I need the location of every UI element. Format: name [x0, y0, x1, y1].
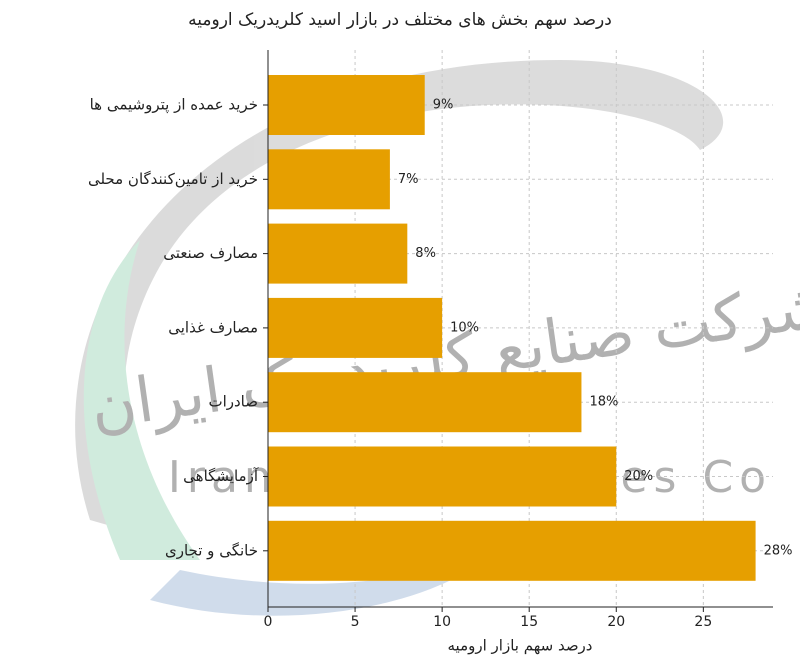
- plot: 0 5 10 15 20 25 خرید عمده از پتروشیمی ها 9% خرید…: [88, 50, 793, 630]
- bar: [268, 75, 425, 135]
- bar: [268, 149, 390, 210]
- x-tick-label: 25: [694, 614, 712, 630]
- x-axis-label: درصد سهم بازار ارومیه: [448, 637, 593, 655]
- value-label: 20%: [624, 469, 653, 484]
- y-tick-label: مصارف غذایی: [168, 318, 258, 336]
- value-label: 18%: [589, 395, 618, 410]
- y-tick-label: صادرات: [208, 393, 258, 411]
- bar: [268, 297, 443, 358]
- bar: [268, 223, 408, 284]
- watermark-arc: [75, 60, 724, 540]
- bar: [268, 372, 582, 433]
- watermark-arc-green: [83, 240, 200, 560]
- chart-title: درصد سهم بخش های مختلف در بازار اسید کلر…: [188, 10, 612, 30]
- value-label: 8%: [415, 246, 436, 261]
- y-tick-label: خانگی و تجاری: [165, 541, 258, 559]
- y-tick-label: خرید از تامین‌کنندگان محلی: [88, 170, 258, 188]
- x-tick-label: 20: [607, 614, 625, 630]
- y-tick-label: مصارف صنعتی: [163, 244, 258, 262]
- value-label: 7%: [398, 172, 419, 187]
- x-tick-label: 0: [264, 614, 273, 630]
- bar: [268, 520, 756, 581]
- x-tick-label: 15: [520, 614, 538, 630]
- watermark-arc-blue: [150, 520, 520, 616]
- y-tick-label: آزمایشگاهی: [183, 467, 259, 485]
- value-label: 10%: [450, 320, 479, 335]
- bar: [268, 446, 617, 507]
- value-label: 28%: [764, 543, 793, 558]
- x-tick-label: 5: [351, 614, 360, 630]
- x-tick-label: 10: [433, 614, 451, 630]
- y-tick-label: خرید عمده از پتروشیمی ها: [90, 96, 258, 115]
- value-label: 9%: [433, 98, 454, 113]
